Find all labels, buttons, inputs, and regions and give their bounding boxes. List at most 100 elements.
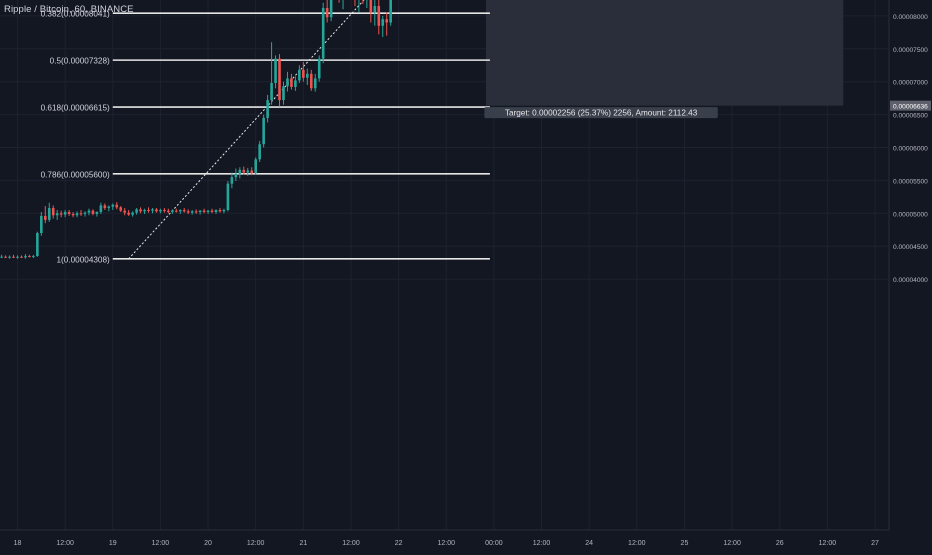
time-tick-label: 22	[395, 540, 403, 547]
candle-body	[178, 210, 182, 212]
time-tick-label: 25	[681, 540, 689, 547]
candle-body	[127, 212, 130, 215]
fib-level-label: 0.618(0.00006615)	[41, 104, 110, 113]
candle-body	[143, 210, 146, 212]
time-tick-label: 26	[776, 540, 784, 547]
price-axis-badge-text: 0.00006636	[893, 103, 928, 110]
candle-body	[274, 58, 277, 84]
candle-body	[306, 73, 309, 78]
candle-body	[4, 256, 7, 258]
candle-body	[262, 117, 265, 145]
candle-body	[111, 204, 115, 207]
candlestick-series	[0, 0, 392, 259]
candle-body	[135, 209, 138, 213]
time-tick-label: 12:00	[247, 540, 265, 547]
candle-body	[369, 0, 373, 13]
candle-body	[210, 210, 214, 212]
candle-body	[258, 144, 261, 160]
candle-body	[238, 169, 242, 174]
candle-body	[63, 211, 67, 215]
price-tick-label: 0.00004500	[893, 244, 928, 251]
candle-body	[194, 211, 198, 213]
candle-body	[198, 210, 202, 212]
fibonacci-retracement[interactable]: 0(0.00010348)0.236(0.00008922)0.382(0.00…	[41, 0, 490, 264]
candle-body	[123, 210, 126, 213]
fib-trend-line[interactable]	[128, 0, 490, 260]
time-tick-label: 12:00	[819, 540, 837, 547]
candle-body	[83, 212, 87, 214]
candle-body	[226, 183, 230, 211]
candle-body	[20, 256, 23, 258]
time-axis[interactable]: 18 12:00 19 12:00 20 12:00 21 12:00 22 12:00 00:00…	[0, 529, 889, 550]
candle-body	[47, 208, 51, 220]
candle-body	[175, 210, 178, 212]
candle-body	[385, 19, 389, 23]
candle-body	[107, 206, 111, 209]
candle-body	[309, 73, 313, 89]
candle-body	[40, 215, 43, 234]
candle-body	[282, 86, 285, 101]
price-tick-label: 0.00006500	[893, 113, 928, 120]
position-tool[interactable]	[485, 0, 844, 106]
position-target-zone[interactable]	[485, 0, 844, 106]
price-tick-label: 0.00007000	[893, 80, 928, 87]
time-tick-label: 27	[871, 540, 879, 547]
candle-body	[163, 210, 166, 212]
candle-body	[115, 204, 119, 208]
symbol-title: Ripple / Bitcoin, 60, BINANCE	[4, 4, 134, 15]
candle-body	[147, 210, 150, 212]
candle-body	[167, 210, 170, 212]
candle-body	[206, 210, 210, 212]
candle-body	[214, 210, 218, 212]
position-target-label-text: Target: 0.00002256 (25.37%) 2256, Amount…	[505, 109, 698, 118]
price-axis-badge: 0.00006636	[890, 100, 931, 111]
time-tick-label: 12:00	[723, 540, 741, 547]
candle-body	[313, 78, 317, 89]
candle-body	[91, 210, 95, 214]
candle-body	[278, 58, 281, 101]
price-tick-label: 0.00005000	[893, 211, 928, 218]
candle-body	[151, 209, 154, 211]
candle-body	[36, 233, 39, 257]
candle-body	[119, 207, 123, 211]
time-tick-label: 12:00	[342, 540, 360, 547]
time-tick-label: 12:00	[56, 540, 74, 547]
candle-body	[317, 58, 321, 79]
time-tick-label: 21	[299, 540, 307, 547]
candle-body	[43, 215, 47, 220]
price-axis[interactable]: 0.000120000.000115000.000110000.00010500…	[888, 0, 932, 550]
position-target-label: Target: 0.00002256 (25.37%) 2256, Amount…	[484, 107, 718, 119]
time-tick-label: 12:00	[533, 540, 551, 547]
price-axis-badge-box	[890, 100, 931, 111]
candle-body	[329, 0, 333, 18]
candle-body	[190, 211, 194, 213]
time-tick-label: 24	[585, 540, 593, 547]
overlay-labels: Stop: 0.00000507 (5.70%) 507, Amount: 75…	[484, 107, 718, 119]
grid-lines	[0, 0, 888, 530]
candle-body	[32, 256, 35, 258]
fib-level-label: 1(0.00004308)	[57, 255, 111, 264]
candle-body	[381, 19, 385, 26]
candle-body	[24, 256, 27, 258]
candle-body	[242, 169, 246, 173]
price-tick-label: 0.00005500	[893, 178, 928, 185]
fib-level-label: 0.382(0.00008041)	[41, 10, 110, 19]
candle-body	[182, 210, 186, 212]
price-tick-label: 0.00008000	[893, 14, 928, 21]
candle-body	[75, 213, 79, 216]
candle-body	[87, 210, 91, 213]
candle-body	[186, 211, 190, 213]
candle-body	[266, 100, 269, 118]
candle-body	[8, 256, 11, 258]
fib-level-label: 0.786(0.00005600)	[41, 170, 110, 179]
candle-body	[79, 213, 83, 215]
candle-body	[28, 256, 31, 258]
price-axis-background	[889, 0, 932, 550]
candle-body	[159, 210, 162, 212]
candle-body	[59, 213, 63, 215]
candle-body	[95, 211, 99, 214]
candle-body	[71, 213, 75, 216]
time-tick-label: 12:00	[152, 540, 170, 547]
